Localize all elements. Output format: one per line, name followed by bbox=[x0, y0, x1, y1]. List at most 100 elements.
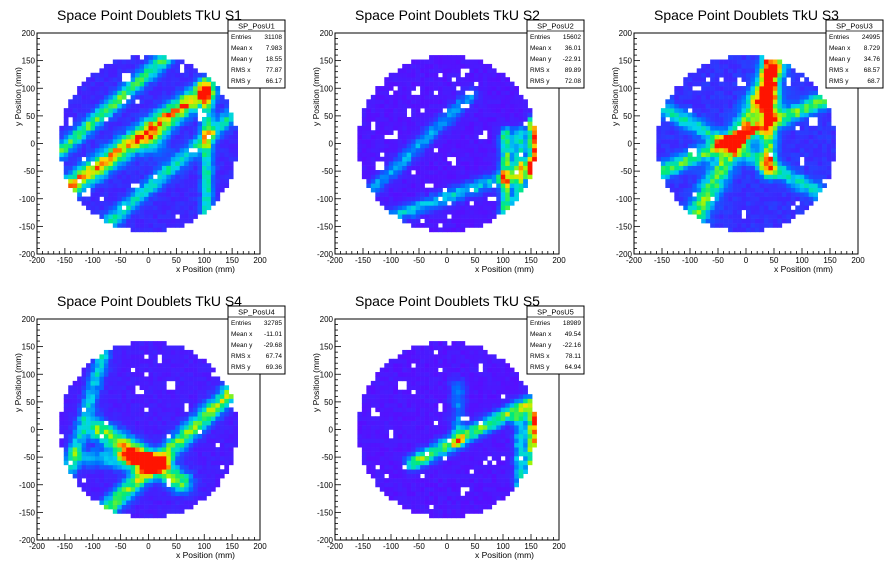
heatmap-cell bbox=[130, 349, 136, 355]
heatmap-cell bbox=[786, 209, 792, 215]
heatmap-cell bbox=[152, 103, 158, 109]
heatmap-cell bbox=[90, 152, 96, 158]
heatmap-cell bbox=[135, 112, 140, 118]
heatmap-cell bbox=[152, 402, 158, 408]
heatmap-cell bbox=[683, 139, 689, 144]
heatmap-cell bbox=[692, 165, 698, 171]
heatmap-cell bbox=[152, 55, 158, 60]
heatmap-cell bbox=[746, 68, 751, 74]
heatmap-cell bbox=[121, 469, 127, 474]
heatmap-cell bbox=[786, 192, 792, 197]
heatmap-cell bbox=[166, 121, 172, 127]
heatmap-cell bbox=[184, 416, 189, 421]
heatmap-cell bbox=[777, 108, 783, 113]
heatmap-cell bbox=[464, 223, 470, 228]
heatmap-cell bbox=[420, 72, 425, 78]
y-tick-label: -100 bbox=[19, 195, 36, 204]
heatmap-cell bbox=[161, 349, 167, 355]
heatmap-cell bbox=[161, 152, 167, 158]
heatmap-cell bbox=[402, 116, 407, 122]
heatmap-cell bbox=[366, 143, 372, 149]
heatmap-cell bbox=[152, 491, 158, 497]
heatmap-cell bbox=[135, 161, 140, 166]
heatmap-cell bbox=[692, 134, 698, 140]
heatmap-cell bbox=[108, 108, 114, 113]
heatmap-cell bbox=[161, 112, 167, 118]
heatmap-cell bbox=[103, 143, 109, 149]
heatmap-cell bbox=[130, 72, 136, 78]
heatmap-cell bbox=[72, 187, 78, 193]
heatmap-cell bbox=[210, 170, 216, 175]
heatmap-cell bbox=[130, 209, 136, 215]
y-tick-label: -50 bbox=[23, 167, 35, 176]
heatmap-cell bbox=[781, 125, 787, 131]
heatmap-cell bbox=[86, 398, 91, 404]
heatmap-cell bbox=[188, 218, 194, 224]
heatmap-cell bbox=[523, 99, 528, 105]
heatmap-cell bbox=[206, 143, 212, 149]
heatmap-cell bbox=[197, 200, 203, 206]
heatmap-cell bbox=[103, 478, 109, 483]
heatmap-cell bbox=[746, 214, 751, 219]
heatmap-cell bbox=[130, 469, 136, 474]
heatmap-cell bbox=[103, 214, 109, 219]
heatmap-cell bbox=[447, 143, 452, 149]
heatmap-cell bbox=[424, 170, 430, 175]
heatmap-cell bbox=[728, 192, 733, 197]
heatmap-cell bbox=[157, 90, 163, 96]
heatmap-cell bbox=[719, 81, 724, 87]
heatmap-cell bbox=[170, 178, 176, 184]
heatmap-cell bbox=[157, 223, 163, 228]
heatmap-cell bbox=[817, 139, 823, 144]
heatmap-cell bbox=[460, 174, 466, 180]
heatmap-cell bbox=[424, 112, 430, 118]
heatmap-cell bbox=[175, 125, 181, 131]
heatmap-cell bbox=[99, 200, 105, 206]
heatmap-cell bbox=[795, 116, 801, 122]
heatmap-cell bbox=[420, 116, 425, 122]
heatmap-cell bbox=[117, 192, 123, 197]
heatmap-cell bbox=[108, 187, 114, 193]
heatmap-cell bbox=[99, 354, 105, 360]
heatmap-cell bbox=[63, 438, 69, 444]
heatmap-cell bbox=[384, 139, 390, 144]
heatmap-cell bbox=[94, 72, 100, 78]
heatmap-cell bbox=[361, 116, 367, 122]
heatmap-cell bbox=[447, 134, 452, 140]
heatmap-cell bbox=[728, 139, 733, 144]
heatmap-cell bbox=[175, 394, 181, 399]
heatmap-cell bbox=[157, 367, 163, 373]
heatmap-cell bbox=[90, 86, 96, 91]
heatmap-cell bbox=[795, 72, 801, 78]
heatmap-cell bbox=[72, 398, 78, 404]
heatmap-cell bbox=[786, 125, 792, 131]
heatmap-cell bbox=[505, 103, 511, 109]
heatmap-cell bbox=[99, 478, 105, 483]
heatmap-cell bbox=[714, 183, 720, 188]
heatmap-cell bbox=[763, 108, 769, 113]
heatmap-cell bbox=[433, 63, 439, 69]
heatmap-cell bbox=[135, 354, 140, 360]
heatmap-cell bbox=[152, 460, 158, 466]
heatmap-cell bbox=[86, 130, 91, 135]
heatmap-cell bbox=[754, 196, 760, 202]
heatmap-cell bbox=[388, 187, 394, 193]
heatmap-cell bbox=[157, 86, 163, 91]
heatmap-cell bbox=[370, 116, 376, 122]
heatmap-cell bbox=[473, 112, 479, 118]
heatmap-cell bbox=[144, 81, 149, 87]
heatmap-cell bbox=[438, 227, 443, 233]
heatmap-cell bbox=[103, 447, 109, 452]
heatmap-cell bbox=[411, 121, 416, 127]
heatmap-cell bbox=[402, 121, 407, 127]
heatmap-cell bbox=[215, 99, 221, 105]
heatmap-cell bbox=[759, 183, 765, 188]
heatmap-cell bbox=[813, 192, 818, 197]
heatmap-cell bbox=[692, 72, 698, 78]
heatmap-cell bbox=[491, 139, 497, 144]
heatmap-cell bbox=[63, 139, 69, 144]
heatmap-cell bbox=[759, 108, 765, 113]
heatmap-cell bbox=[126, 81, 131, 87]
heatmap-cell bbox=[496, 134, 502, 140]
heatmap-cell bbox=[103, 205, 109, 211]
